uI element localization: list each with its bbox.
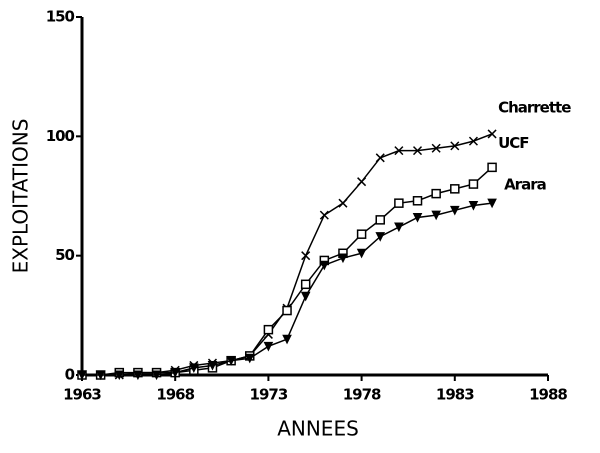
- marker: [319, 210, 329, 220]
- series-label: Charrette: [498, 98, 571, 116]
- marker: [338, 198, 348, 208]
- marker: [263, 341, 274, 352]
- marker: [282, 334, 292, 345]
- marker: [449, 205, 460, 216]
- marker: [375, 215, 385, 225]
- marker: [357, 177, 367, 187]
- x-tick-label: 1963: [63, 386, 101, 404]
- marker: [356, 248, 367, 259]
- marker: [95, 370, 106, 381]
- marker: [114, 370, 125, 381]
- marker: [468, 201, 479, 211]
- x-tick-label: 1973: [250, 386, 288, 404]
- series-label: Arara: [504, 176, 546, 194]
- marker: [151, 370, 162, 381]
- marker: [77, 370, 87, 381]
- marker: [319, 260, 330, 271]
- y-axis-title: EXPLOITATIONS: [9, 119, 33, 274]
- marker: [468, 136, 478, 146]
- marker: [487, 162, 497, 173]
- x-tick-label: 1978: [343, 386, 381, 404]
- series-line: [82, 202, 493, 376]
- y-tick-label: 100: [46, 127, 75, 145]
- x-tick-label: 1988: [529, 386, 567, 404]
- marker: [450, 141, 460, 151]
- marker: [301, 251, 311, 261]
- marker: [226, 356, 236, 366]
- marker: [375, 153, 385, 163]
- y-tick-label: 0: [65, 366, 75, 384]
- marker: [394, 222, 404, 233]
- marker: [412, 212, 423, 223]
- y-tick-label: 150: [46, 8, 75, 26]
- marker: [189, 363, 199, 373]
- marker: [300, 291, 311, 302]
- x-tick-label: 1983: [436, 386, 474, 404]
- marker: [431, 210, 441, 221]
- marker: [300, 279, 311, 290]
- marker: [282, 305, 292, 316]
- marker: [338, 253, 348, 264]
- marker: [356, 229, 367, 239]
- marker: [394, 198, 404, 208]
- marker: [431, 143, 441, 153]
- marker: [244, 353, 255, 364]
- marker: [412, 196, 423, 206]
- marker: [450, 184, 460, 194]
- marker: [431, 188, 441, 199]
- marker: [207, 360, 218, 371]
- series-label: UCF: [498, 134, 528, 152]
- marker: [468, 179, 479, 189]
- marker: [487, 129, 497, 139]
- x-tick-label: 1968: [156, 386, 194, 404]
- marker: [412, 146, 423, 156]
- marker: [170, 368, 181, 378]
- marker: [263, 324, 274, 335]
- x-axis-title: ANNEES: [277, 417, 359, 441]
- y-tick-label: 50: [55, 246, 74, 264]
- marker: [375, 232, 386, 242]
- marker: [487, 198, 497, 209]
- marker: [394, 146, 404, 156]
- marker: [133, 370, 143, 381]
